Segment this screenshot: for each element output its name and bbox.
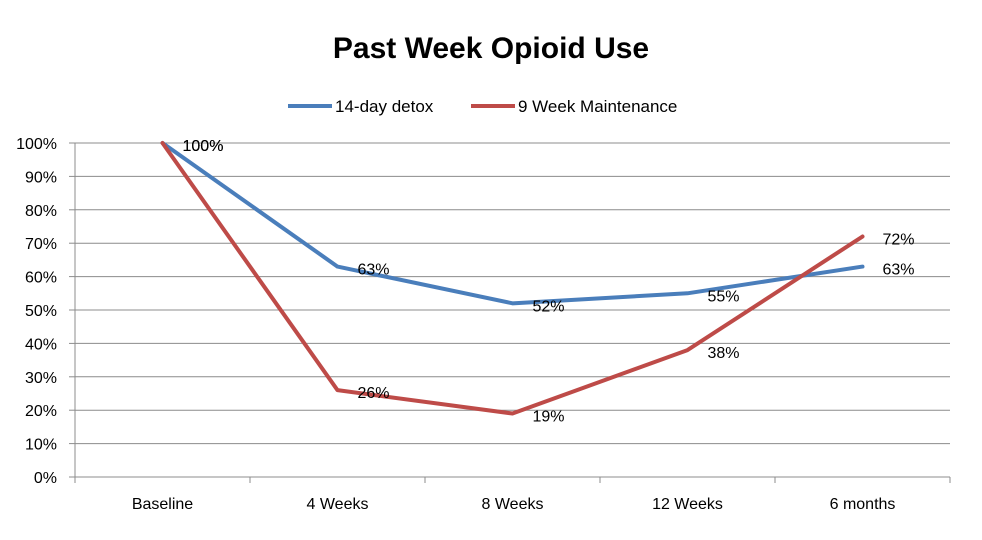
data-label: 100% [183,138,224,155]
data-labels: 100%63%52%55%63%100%26%19%38%72% [183,138,915,426]
data-label: 26% [358,385,390,402]
y-tick-label: 10% [25,437,57,454]
y-tick-label: 40% [25,336,57,353]
y-tick-label: 30% [25,370,57,387]
data-label: 63% [883,262,915,279]
data-label: 52% [533,298,565,315]
y-tick-label: 50% [25,303,57,320]
data-label: 100% [183,138,224,155]
x-tick-label: 6 months [830,496,896,513]
series-line [160,141,865,306]
y-tick-label: 90% [25,169,57,186]
series-lines [160,141,865,416]
y-tick-label: 0% [34,470,57,487]
legend-label: 9 Week Maintenance [518,97,677,116]
data-label: 63% [358,262,390,279]
series-line [160,141,865,416]
x-tick-label: 4 Weeks [307,496,369,513]
chart-title: Past Week Opioid Use [333,32,649,65]
y-tick-label: 20% [25,403,57,420]
legend-label: 14-day detox [335,97,434,116]
x-tick-label: 8 Weeks [482,496,544,513]
gridlines [75,142,950,445]
data-label: 38% [708,345,740,362]
y-tick-label: 70% [25,236,57,253]
y-axis-tick-labels: 0% 10% 20% 30% 40% 50% 60% 70% 80% 90% 100% [16,136,75,487]
y-tick-label: 80% [25,203,57,220]
data-label: 19% [533,409,565,426]
legend: 14-day detox 9 Week Maintenance [288,97,677,116]
x-tick-label: Baseline [132,496,193,513]
x-axis-tick-labels: Baseline 4 Weeks 8 Weeks 12 Weeks 6 months [74,477,951,513]
y-tick-label: 60% [25,270,57,287]
data-label: 72% [883,232,915,249]
data-label: 55% [708,288,740,305]
x-tick-label: 12 Weeks [652,496,723,513]
y-tick-label: 100% [16,136,57,153]
